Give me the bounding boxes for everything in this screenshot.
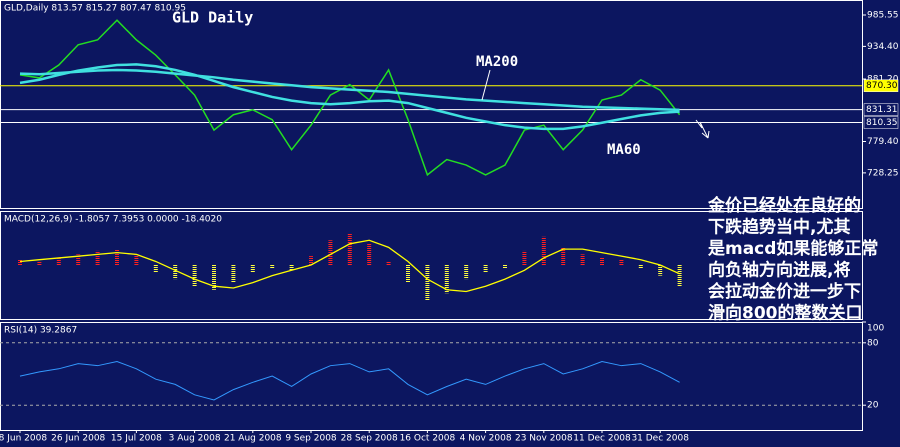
level-label-bg: [863, 103, 899, 116]
x-tick-label: 21 Aug 2008: [224, 434, 282, 444]
annotation: 下跌趋势当中,尤其: [708, 217, 850, 238]
y-tick-label: 728.25: [867, 168, 899, 178]
series-line: [19, 19, 681, 177]
chart-title: GLD Daily: [172, 9, 253, 27]
annotation: 是macd如果能够正常: [708, 238, 878, 259]
series-line: [19, 63, 680, 131]
annotation: 滑向800的整数关口: [708, 303, 863, 324]
panel-frames: [0, 0, 863, 431]
x-tick-label: 11 Dec 2008: [573, 434, 631, 444]
level-label: 810.35: [866, 118, 898, 128]
x-tick-label: 26 Jun 2008: [51, 434, 105, 444]
macd-label: MACD(12,26,9) -1.8057 7.3953 0.0000 -18.…: [4, 215, 222, 225]
level-label-bg: [863, 79, 899, 92]
x-tick-label: 15 Jul 2008: [111, 434, 162, 444]
x-tick-label: 31 Dec 2008: [631, 434, 689, 444]
rsi-line: [19, 361, 680, 401]
label-pointer: [481, 69, 491, 101]
level-label-bg: [863, 116, 899, 129]
y-tick-label: 779.40: [867, 137, 899, 147]
x-tick-label: 9 Sep 2008: [285, 434, 337, 444]
y-tick-label: 100: [867, 324, 884, 334]
x-tick-label: 18 Jun 2008: [0, 434, 47, 444]
y-tick-label: 985.55: [867, 11, 899, 21]
y-tick-label: 80: [867, 338, 879, 348]
series-line: [19, 68, 680, 112]
y-tick-label: 20: [867, 401, 879, 411]
series-label: MA60: [607, 142, 641, 158]
annotation: 会拉动金价进一步下: [708, 281, 861, 302]
y-tick-label: 934.40: [867, 42, 899, 52]
x-tick-label: 28 Sep 2008: [341, 434, 398, 444]
x-tick-label: 3 Aug 2008: [169, 434, 221, 444]
header: GLD,Daily 813.57 815.27 807.47 810.95: [4, 4, 186, 14]
x-tick-label: 16 Oct 2008: [400, 434, 456, 444]
annotation: 金价已经处在良好的: [707, 195, 861, 216]
level-label: 870.30: [866, 81, 898, 91]
x-tick-label: 4 Nov 2008: [460, 434, 512, 444]
x-tick-label: 23 Nov 2008: [515, 434, 573, 444]
annotation: 向负轴方向进展,将: [708, 260, 850, 281]
arrow: [695, 119, 710, 139]
level-label: 831.31: [866, 105, 898, 115]
rsi-label: RSI(14) 39.2867: [4, 326, 77, 336]
series-label: MA200: [476, 54, 518, 70]
macd-signal: [19, 239, 680, 293]
